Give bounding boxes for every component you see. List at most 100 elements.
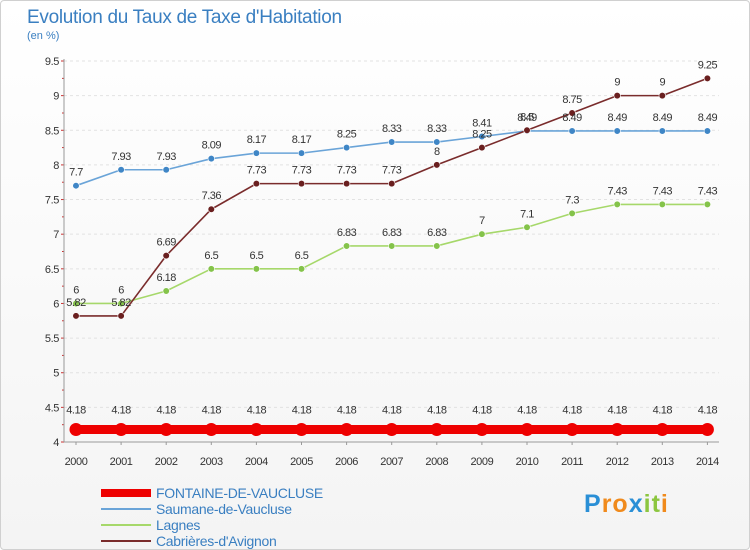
data-point [388,180,396,188]
proxiti-logo: Proxiti [584,490,669,519]
data-point [613,200,621,208]
data-label: 8.17 [247,134,267,146]
data-point [252,265,260,273]
data-point [69,423,83,437]
data-label: 8.49 [698,112,718,124]
data-label: 6.5 [295,250,309,262]
data-label: 8.17 [292,134,312,146]
logo-letter: o [612,490,629,518]
y-tick-label: 9 [53,91,59,103]
data-point [72,312,80,320]
logo-letter: i [660,490,669,518]
data-label: 4.18 [517,405,537,417]
data-point [117,166,125,174]
data-label: 6 [118,284,124,296]
data-point [72,299,80,308]
data-point [295,423,308,437]
logo-letter: i [643,490,652,518]
y-tick-label: 6.5 [45,264,59,276]
data-label: 4.18 [202,405,222,417]
data-label: 6 [73,284,79,296]
x-tick-label: 2004 [245,456,268,468]
data-point [655,423,669,437]
legend-swatch [101,524,151,526]
x-tick-label: 2009 [470,456,493,468]
y-tick-label: 4 [53,437,59,449]
data-point [340,423,354,437]
legend-swatch [101,508,151,510]
data-label: 7 [479,215,485,227]
x-tick-label: 2008 [425,456,448,468]
y-tick-label: 8.5 [45,125,59,137]
data-point [252,149,260,157]
data-label: 9 [659,77,665,89]
legend-label: Saumane-de-Vaucluse [156,501,292,517]
data-point [207,205,215,213]
data-point [252,180,260,188]
data-point [385,423,399,437]
line-chart: 4 4.5 5 5.5 6 6.5 7 7.5 8 8.5 9 9.5 2000 2001 2002 2003… [45,56,720,468]
data-point [613,127,621,135]
y-tick-label: 4.5 [45,402,59,414]
data-label: 4.18 [562,405,582,417]
data-label: 7.36 [202,190,222,202]
data-point [297,149,306,157]
data-point [703,74,712,82]
data-label: 4.18 [66,405,86,417]
legend-label: Lagnes [156,517,201,533]
data-point [388,138,396,146]
data-label: 6.5 [204,250,218,262]
data-label: 8.41 [472,118,492,130]
data-label: 8.49 [562,112,582,124]
data-point [613,92,621,100]
x-tick-label: 2000 [65,456,88,468]
x-tick-label: 2012 [606,456,629,468]
data-label: 8 [434,146,440,158]
x-tick-label: 2013 [651,456,674,468]
data-label: 7.73 [337,165,357,177]
data-label: 5.82 [66,297,86,309]
x-tick-label: 2010 [516,456,539,468]
data-point [700,423,714,437]
data-label: 7.1 [520,208,534,220]
data-label: 4.18 [427,405,447,417]
data-point [568,127,576,135]
data-label: 4.18 [247,405,267,417]
legend-swatch [101,489,151,497]
data-point [433,161,441,169]
data-label: 8.49 [607,112,627,124]
x-tick-label: 2002 [155,456,178,468]
data-label: 8.25 [337,129,357,141]
y-tick-label: 9.5 [45,56,59,68]
data-label: 5.82 [111,297,131,309]
data-point [343,180,351,188]
logo-letter: t [651,490,661,518]
data-point [117,312,125,320]
data-label: 4.18 [698,405,718,417]
data-point [703,200,712,208]
data-point [568,109,576,117]
data-label: 4.18 [156,405,176,417]
x-tick-label: 2005 [290,456,313,468]
data-point [433,138,441,146]
data-point [568,209,576,217]
data-point [478,132,486,141]
logo-letter: x [628,490,644,518]
legend-label: FONTAINE-DE-VAUCLUSE [156,485,323,501]
data-label: 9 [614,77,620,89]
data-label: 4.18 [292,405,312,417]
data-label: 8.25 [472,129,492,141]
data-label: 6.83 [427,227,447,239]
data-label: 8.75 [562,94,582,106]
data-label: 4.18 [653,405,673,417]
data-point [207,155,215,163]
data-label: 7.73 [382,165,402,177]
x-tick-label: 2007 [380,456,403,468]
data-label: 7.93 [156,151,176,163]
data-label: 6.5 [250,250,264,262]
data-label: 8.5 [520,111,534,123]
x-tick-label: 2001 [110,456,133,468]
data-point [430,423,444,437]
data-point [72,182,80,190]
data-point [658,92,666,100]
